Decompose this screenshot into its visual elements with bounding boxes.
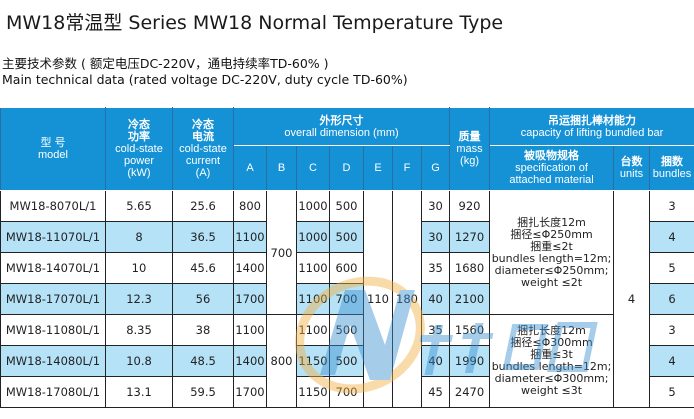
cell-mass: 1680	[449, 252, 491, 284]
cell-c: 1000	[296, 190, 330, 222]
cell-current: 45.6	[172, 252, 234, 284]
cell-c: 1150	[296, 376, 330, 408]
table-row: MW18-11080L/1 8.35 38 1100 800 1100 500 35 1560 捆…	[0, 314, 694, 408]
header-e: E	[363, 145, 393, 191]
cell-units: 4	[613, 190, 651, 408]
cell-c: 1100	[296, 252, 330, 284]
cell-f: 180	[392, 190, 422, 408]
cell-power: 5.65	[105, 190, 173, 222]
cell-model: MW18-11080L/1	[0, 314, 106, 346]
subtitle-en: Main technical data (rated voltage DC-22…	[2, 72, 408, 87]
cell-model: MW18-17070L/1	[0, 283, 106, 315]
cell-c: 1150	[296, 345, 330, 377]
cell-c: 1100	[296, 283, 330, 315]
spec-table: 型 号 model 冷态 功率 cold-state power (kW) 冷态 电流 col…	[0, 107, 694, 408]
cell-g: 40	[420, 283, 451, 315]
table-row: MW18-17080L/1 13.1 59.5 1700 1150 700 45 2470 5	[0, 376, 694, 408]
cell-c: 1100	[296, 314, 330, 346]
cell-bundles: 4	[649, 345, 694, 377]
cell-g: 35	[420, 252, 451, 284]
cell-current: 25.6	[172, 190, 234, 222]
cell-bundles: 5	[649, 376, 694, 408]
cell-mass: 2100	[449, 283, 491, 315]
cell-current: 38	[172, 314, 234, 346]
header-units: 台数 units	[613, 145, 651, 191]
cell-current: 48.5	[172, 345, 234, 377]
cell-bundles: 5	[649, 252, 694, 284]
cell-model: MW18-14070L/1	[0, 252, 106, 284]
cell-power: 10	[105, 252, 173, 284]
cell-spec: 捆扎长度12m 捆径≤Φ250mm 捆重≤2t bundles length=12m;…	[489, 190, 615, 315]
header-d: D	[329, 145, 364, 191]
cell-current: 36.5	[172, 221, 234, 253]
header-g: G	[420, 145, 451, 191]
header-a: A	[233, 145, 267, 191]
cell-bundles: 3	[649, 190, 694, 222]
cell-g: 40	[420, 345, 451, 377]
cell-a: 1700	[233, 283, 267, 315]
cell-power: 13.1	[105, 376, 173, 408]
subtitle-cn: 主要技术参数 ( 额定电压DC-220V，通电持续率TD-60% )	[2, 56, 329, 71]
cell-d: 500	[329, 314, 364, 346]
cell-a: 800	[233, 190, 267, 222]
table-row: MW18-8070L/1 5.65 25.6 800 700 1000 500 110 180 3…	[0, 190, 694, 408]
header-spec: 被吸物规格 specification of attached material	[489, 145, 615, 191]
cell-g: 35	[420, 314, 451, 346]
cell-d: 700	[329, 376, 364, 408]
cell-model: MW18-8070L/1	[0, 190, 106, 222]
page-title: MW18常温型 Series MW18 Normal Temperature T…	[6, 12, 504, 34]
header-b: B	[266, 145, 297, 191]
header-capacity: 吊运捆扎棒材能力 capacity of lifting bundled bar	[489, 107, 694, 146]
cell-d: 700	[329, 283, 364, 315]
header-dimension: 外形尺寸 overall dimension (mm)	[232, 107, 451, 146]
header-model: 型 号 model	[0, 107, 106, 191]
header-power: 冷态 功率 cold-state power (kW)	[105, 107, 173, 191]
header-f: F	[392, 145, 422, 191]
cell-power: 8.35	[105, 314, 173, 346]
header-mass: 质量 mass (kg)	[449, 107, 491, 191]
cell-a: 1700	[233, 376, 267, 408]
table-row: MW18-14080L/1 10.8 48.5 1400 1150 500 40 1990 4	[0, 345, 694, 377]
cell-d: 500	[329, 345, 364, 377]
cell-model: MW18-11070L/1	[0, 221, 106, 253]
cell-bundles: 3	[649, 314, 694, 346]
cell-model: MW18-17080L/1	[0, 376, 106, 408]
cell-a: 1400	[233, 345, 267, 377]
cell-model: MW18-14080L/1	[0, 345, 106, 377]
cell-d: 600	[329, 252, 364, 284]
cell-mass: 1560	[449, 314, 491, 346]
cell-c: 1000	[296, 221, 330, 253]
cell-g: 45	[420, 376, 451, 408]
cell-a: 1100	[233, 314, 267, 346]
cell-d: 500	[329, 221, 364, 253]
cell-g: 30	[420, 190, 451, 222]
table-row: MW18-17070L/1 12.3 56 1700 1100 700 40 2100 6	[0, 283, 694, 315]
cell-mass: 2470	[449, 376, 491, 408]
cell-current: 56	[172, 283, 234, 315]
cell-e: 110	[363, 190, 393, 408]
cell-mass: 1270	[449, 221, 491, 253]
cell-a: 1400	[233, 252, 267, 284]
cell-power: 12.3	[105, 283, 173, 315]
cell-spec: 捆扎长度12m 捆径≤Φ300mm 捆重≤3t bundles length=12m;…	[489, 314, 615, 408]
header-bundles: 捆数 bundles	[649, 145, 694, 191]
cell-power: 8	[105, 221, 173, 253]
cell-b: 800	[266, 314, 297, 408]
cell-current: 59.5	[172, 376, 234, 408]
cell-mass: 920	[449, 190, 491, 222]
cell-power: 10.8	[105, 345, 173, 377]
cell-bundles: 6	[649, 283, 694, 315]
cell-g: 30	[420, 221, 451, 253]
header-c: C	[296, 145, 330, 191]
cell-a: 1100	[233, 221, 267, 253]
cell-bundles: 4	[649, 221, 694, 253]
cell-d: 500	[329, 190, 364, 222]
cell-b: 700	[266, 190, 297, 315]
header-current: 冷态 电流 cold-state current (A)	[172, 107, 234, 191]
cell-mass: 1990	[449, 345, 491, 377]
